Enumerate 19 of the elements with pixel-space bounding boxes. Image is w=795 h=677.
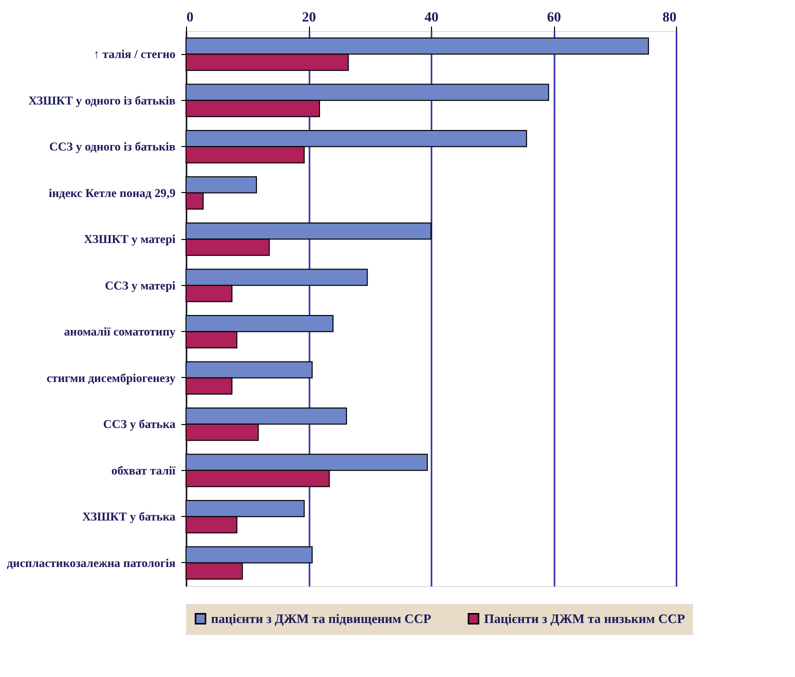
y-tick-label: індекс Кетле понад 29,9 xyxy=(48,186,176,200)
y-tick-label: диспластикозалежна патологія xyxy=(6,556,176,570)
legend-label: пацієнти з ДЖМ та підвищеним ССР xyxy=(211,610,432,626)
x-tick-label: 60 xyxy=(547,10,561,26)
x-tick-label: 20 xyxy=(302,10,316,26)
y-tick-label: аномалії соматотипу xyxy=(64,324,176,339)
y-tick-label: ССЗ у одного із батьків xyxy=(49,140,176,154)
x-tick-label: 40 xyxy=(424,10,438,26)
y-tick-label: ХЗШКТ у батька xyxy=(82,510,176,524)
x-tick-label: 80 xyxy=(662,10,676,26)
legend-label: Пацієнти з ДЖМ та низьким ССР xyxy=(484,610,685,626)
y-tick-label: ХЗШКТ у одного із батьків xyxy=(28,93,176,108)
y-tick-label: ХЗШКТ у матері xyxy=(84,232,176,246)
y-tick-label: обхват талії xyxy=(111,463,176,478)
y-tick-label: ССЗ у матері xyxy=(104,278,176,292)
y-tick-label: ↑ талія / стегно xyxy=(94,47,176,62)
x-tick-label: 0 xyxy=(186,10,194,26)
y-tick-label: стигми дисембріогенезу xyxy=(46,370,176,385)
y-tick-label: ССЗ у батька xyxy=(103,417,176,432)
